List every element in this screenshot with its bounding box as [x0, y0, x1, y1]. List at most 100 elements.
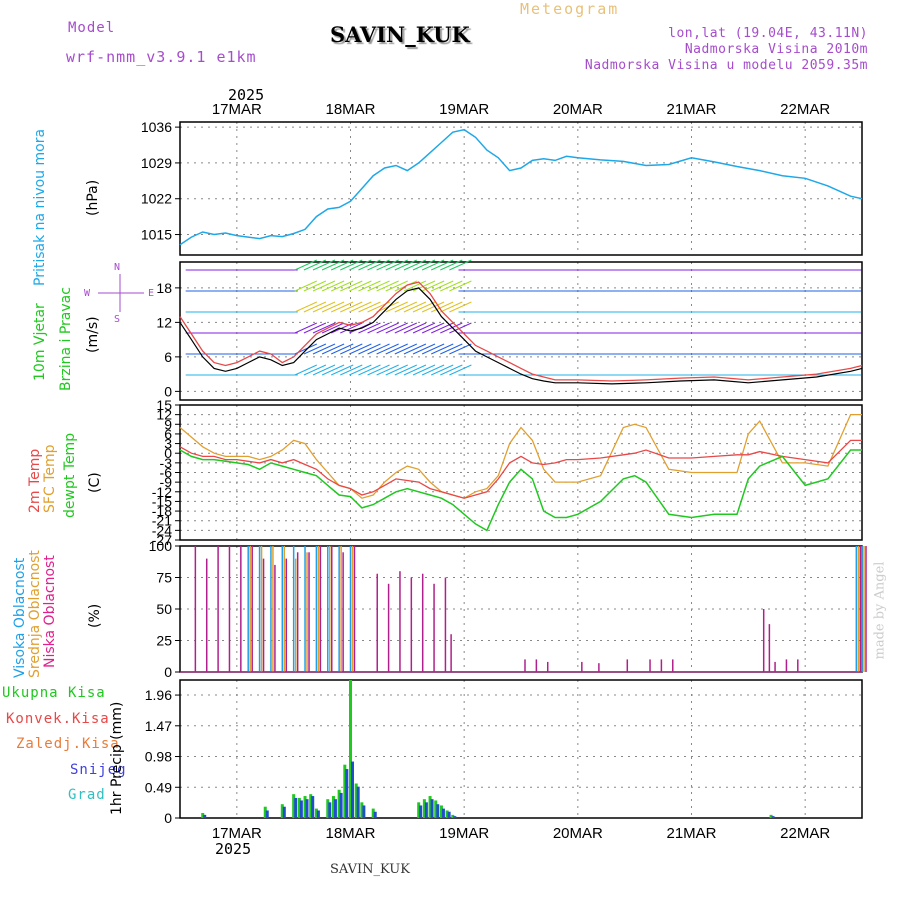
tick-label: -12 [152, 484, 172, 500]
elevation-label: Nadmorska Visina 2010m [684, 42, 868, 57]
panel-frame [179, 261, 863, 401]
wind-arrow [449, 364, 472, 376]
wind-arrow [421, 301, 445, 313]
tick-label: -15 [152, 493, 172, 509]
tick-label: -18 [152, 503, 172, 519]
precip-bar [422, 799, 426, 818]
x-tick-label-bottom: 17MAR [212, 825, 262, 842]
tick-label: 100 [149, 538, 173, 554]
wind-arrow [340, 280, 363, 292]
x-tick-label-top: 17MAR [212, 101, 262, 118]
precip-bar [447, 811, 451, 818]
precip-grad-label: Grad [68, 787, 106, 803]
wind-arrow [358, 322, 381, 334]
wind-arrow [376, 259, 399, 271]
pressure-line [179, 128, 863, 246]
wind-arrow [321, 280, 345, 292]
wind-arrow [440, 301, 463, 313]
wind-arrow [403, 322, 427, 334]
precip-bar [451, 814, 455, 818]
year-bottom: 2025 [215, 840, 252, 858]
wind-arrow [349, 343, 372, 355]
precip-bar [419, 805, 423, 818]
precip-bar [354, 783, 358, 818]
precip-bar [771, 816, 775, 818]
wind-arrow [385, 301, 408, 313]
wind-arrow [358, 259, 381, 271]
wind-arrow [376, 280, 399, 292]
precip-bar [349, 680, 352, 818]
precip-bar [337, 789, 341, 818]
tick-label: 1022 [141, 191, 172, 207]
wind-arrow [449, 301, 472, 313]
wind-arrow [358, 301, 381, 313]
wind-arrow [358, 364, 381, 376]
compass-n: N [114, 262, 121, 273]
wind-arrow [312, 364, 336, 376]
wind-gust-line [179, 281, 863, 382]
tick-label: 0.98 [145, 749, 172, 765]
wind-arrow [340, 259, 363, 271]
wind-arrow [412, 259, 436, 271]
tick-label: 12 [156, 407, 172, 423]
tick-label: 18 [156, 280, 172, 296]
wind-arrow [340, 364, 363, 376]
wind-arrow [358, 280, 381, 292]
precip-bar [263, 806, 267, 818]
x-tick-label-bottom: 18MAR [325, 825, 375, 842]
precip-bar [280, 804, 284, 818]
year-top: 2025 [228, 86, 265, 104]
tick-label: 75 [156, 570, 172, 586]
wind-arrow [440, 322, 463, 334]
x-tick-label-top: 19MAR [439, 101, 489, 118]
precip-bar [326, 799, 330, 818]
tick-label: -24 [152, 522, 172, 538]
wind-arrow [376, 364, 399, 376]
precip-bar [417, 802, 421, 818]
wind-arrow [330, 343, 354, 355]
model-elevation-label: Nadmorska Visina u modelu 2059.35m [584, 58, 868, 73]
wind-arrow [430, 343, 454, 355]
wind-arrow [349, 259, 372, 271]
precip-bar [441, 808, 445, 818]
page-title: SAVIN_KUK [330, 22, 470, 47]
wind-arrow [303, 343, 327, 355]
precip-bar [309, 794, 313, 818]
wind-arrow [321, 364, 345, 376]
wind-arrow [330, 280, 354, 292]
wind-arrow [330, 301, 354, 313]
precip-total-label: Ukupna Kisa [2, 685, 106, 701]
precip-bar [292, 794, 296, 818]
x-tick-label-top: 21MAR [666, 101, 716, 118]
wind-arrow [385, 343, 408, 355]
wind-arrow [303, 301, 327, 313]
tick-label: 1015 [141, 227, 172, 243]
wind-arrow [303, 364, 327, 376]
tick-label: 1036 [141, 119, 172, 135]
precip-snow-label: Snijeg [70, 762, 127, 778]
tick-label: -27 [152, 532, 172, 548]
precip-bar [294, 797, 298, 818]
wind-arrow [412, 301, 436, 313]
wind-arrow [367, 322, 390, 334]
wind-arrow [340, 301, 363, 313]
panel-frame [179, 679, 863, 819]
wind-arrow [421, 364, 445, 376]
panel-frame [179, 404, 863, 541]
precip-bar [428, 796, 432, 818]
tick-label: 0 [164, 810, 172, 826]
precip-frz-label: Zaledj.Kisa [16, 736, 120, 752]
model-name: wrf-nmm_v3.9.1 e1km [66, 48, 257, 66]
wind-arrow [440, 343, 463, 355]
tick-label: 1029 [141, 155, 172, 171]
wind-arrow [312, 259, 336, 271]
x-tick-label-bottom: 21MAR [666, 825, 716, 842]
wind-arrow [349, 280, 372, 292]
wind-arrow [340, 343, 363, 355]
wind-arrow [403, 343, 427, 355]
wind-arrow [412, 280, 436, 292]
wind-arrow [312, 343, 336, 355]
precip-bar [360, 802, 364, 818]
precip-bar [333, 799, 337, 818]
precip-bar [203, 814, 207, 818]
